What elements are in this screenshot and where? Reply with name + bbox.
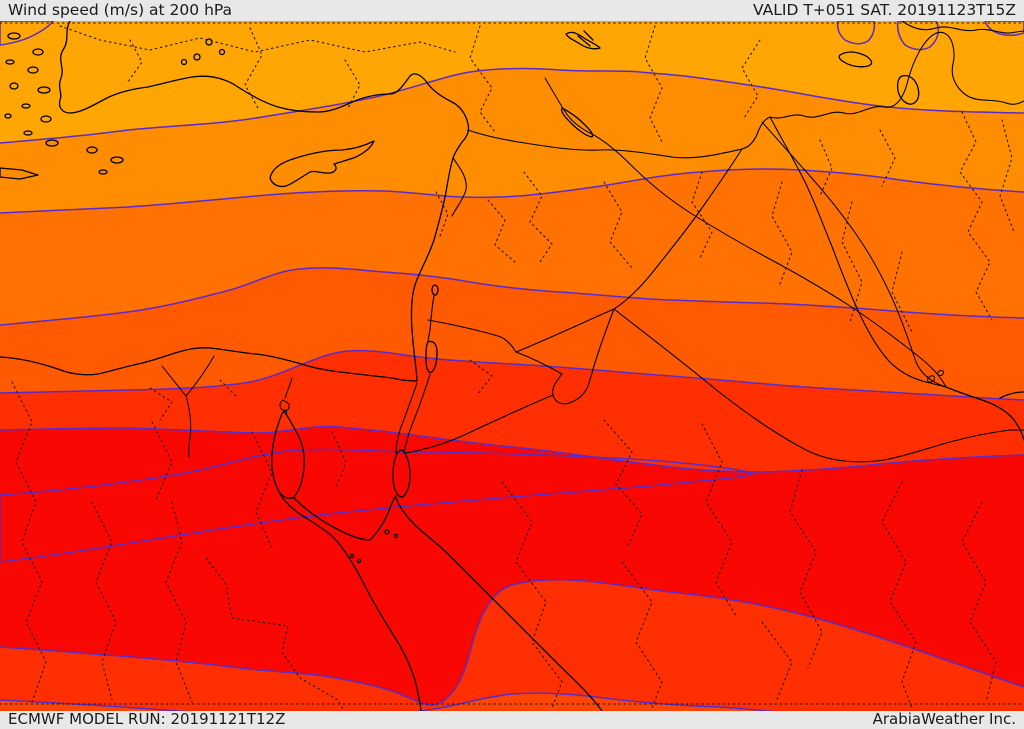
jordan-iraq-border <box>515 308 615 353</box>
aegean-islands <box>0 32 124 180</box>
lebanon-syria-border <box>451 157 467 217</box>
valid-time-label: VALID T+051 SAT. 20191123T15Z <box>753 1 1016 19</box>
tuz-lake <box>565 30 601 50</box>
band-red-orange-lower <box>0 579 1024 711</box>
euphrates-river <box>544 77 947 388</box>
nile-delta <box>161 355 215 458</box>
persian-gulf-head <box>945 386 1024 441</box>
gulf-of-suez <box>271 410 305 500</box>
weather-map <box>0 21 1024 711</box>
lake-van <box>838 51 873 68</box>
coastlines <box>0 21 1024 711</box>
map-title: Wind speed (m/s) at 200 hPa <box>8 1 233 19</box>
jordan-river-line <box>427 295 435 343</box>
dead-sea <box>425 340 438 374</box>
gulf-of-aqaba <box>392 449 411 498</box>
caucasus-border <box>901 21 1024 34</box>
model-run-label: ECMWF MODEL RUN: 20191121T12Z <box>8 710 286 728</box>
turkey-iran-border <box>769 31 1024 119</box>
rivers <box>161 77 947 458</box>
iraq-saudi-border <box>613 308 1024 463</box>
credit-label: ArabiaWeather Inc. <box>872 710 1016 728</box>
admin-boundaries-dotted <box>0 22 1024 711</box>
turkey-syria-border <box>467 116 771 159</box>
lake-assad <box>560 107 594 138</box>
wind-speed-map-svg <box>0 21 1024 711</box>
lake-urmia <box>896 74 920 105</box>
tigris-river <box>761 121 947 388</box>
jet-core-gulfs <box>271 410 411 500</box>
syria-jordan-border <box>427 319 517 353</box>
wind-speed-bands <box>0 68 1024 711</box>
jordan-saudi-border <box>405 308 615 454</box>
sinai-coast <box>293 495 397 541</box>
iran-iraq-border <box>769 116 947 388</box>
title-bar: Wind speed (m/s) at 200 hPa VALID T+051 … <box>0 0 1024 21</box>
sea-of-galilee <box>431 284 439 296</box>
syria-iraq-border <box>613 148 743 310</box>
cyprus-island <box>269 140 375 188</box>
suez-canal <box>279 377 293 417</box>
red-sea-west-coast <box>279 493 422 711</box>
band-red-soft-bottom <box>0 693 768 711</box>
israel-egypt-border <box>395 382 418 454</box>
lakes <box>180 30 920 374</box>
wadi-araba-line <box>403 373 431 453</box>
footer-bar: ECMWF MODEL RUN: 20191121T12Z ArabiaWeat… <box>0 711 1024 729</box>
country-borders <box>395 21 1024 463</box>
mediterranean-coastline <box>0 21 470 382</box>
red-sea-east-coast <box>395 497 603 711</box>
